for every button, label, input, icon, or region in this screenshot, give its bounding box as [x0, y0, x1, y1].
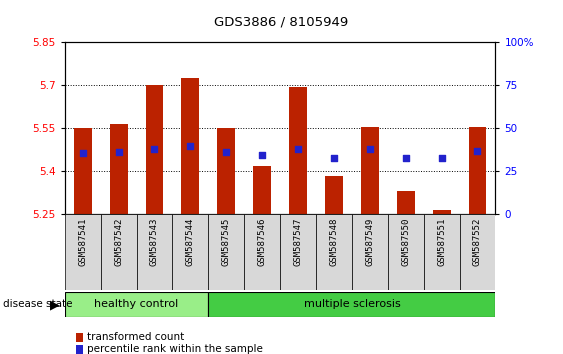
Bar — [424, 214, 459, 290]
Text: GSM587545: GSM587545 — [222, 218, 231, 266]
Point — [365, 146, 374, 152]
Bar — [459, 214, 495, 290]
Text: GSM587542: GSM587542 — [114, 218, 123, 266]
Text: GSM587544: GSM587544 — [186, 218, 195, 266]
Bar — [217, 129, 235, 214]
Bar — [388, 214, 424, 290]
Point — [78, 150, 87, 156]
Bar — [208, 292, 495, 317]
Bar — [432, 210, 450, 214]
Point — [401, 155, 410, 160]
Bar — [253, 166, 271, 214]
Bar — [101, 214, 137, 290]
Text: percentile rank within the sample: percentile rank within the sample — [87, 344, 263, 354]
Bar — [352, 214, 388, 290]
Text: multiple sclerosis: multiple sclerosis — [303, 299, 400, 309]
Bar — [74, 129, 92, 214]
Bar — [316, 214, 352, 290]
Bar — [172, 214, 208, 290]
Point — [437, 155, 446, 161]
Text: GSM587543: GSM587543 — [150, 218, 159, 266]
Text: GSM587551: GSM587551 — [437, 218, 446, 266]
Point — [222, 149, 231, 155]
Bar — [397, 191, 415, 214]
Text: disease state: disease state — [3, 299, 72, 309]
Bar — [65, 292, 208, 317]
Bar — [110, 124, 128, 214]
Bar — [181, 78, 199, 214]
Point — [114, 149, 123, 155]
Bar — [65, 214, 101, 290]
Bar — [137, 214, 172, 290]
Text: GDS3886 / 8105949: GDS3886 / 8105949 — [215, 16, 348, 29]
Point — [473, 148, 482, 154]
Point — [329, 155, 338, 160]
Bar — [361, 127, 379, 214]
Text: GSM587541: GSM587541 — [78, 218, 87, 266]
Bar — [280, 214, 316, 290]
Bar — [244, 214, 280, 290]
Point — [258, 152, 267, 158]
Point — [150, 146, 159, 152]
Text: GSM587549: GSM587549 — [365, 218, 374, 266]
Text: GSM587550: GSM587550 — [401, 218, 410, 266]
Bar — [468, 127, 486, 214]
Text: transformed count: transformed count — [87, 332, 185, 342]
Text: GSM587547: GSM587547 — [293, 218, 302, 266]
Bar — [145, 85, 163, 214]
Bar — [208, 214, 244, 290]
Text: GSM587552: GSM587552 — [473, 218, 482, 266]
Text: healthy control: healthy control — [95, 299, 178, 309]
Text: GSM587546: GSM587546 — [258, 218, 267, 266]
Bar — [325, 176, 343, 214]
Point — [293, 146, 302, 152]
Text: ▶: ▶ — [50, 298, 59, 311]
Point — [186, 143, 195, 149]
Bar — [289, 87, 307, 214]
Text: GSM587548: GSM587548 — [329, 218, 338, 266]
